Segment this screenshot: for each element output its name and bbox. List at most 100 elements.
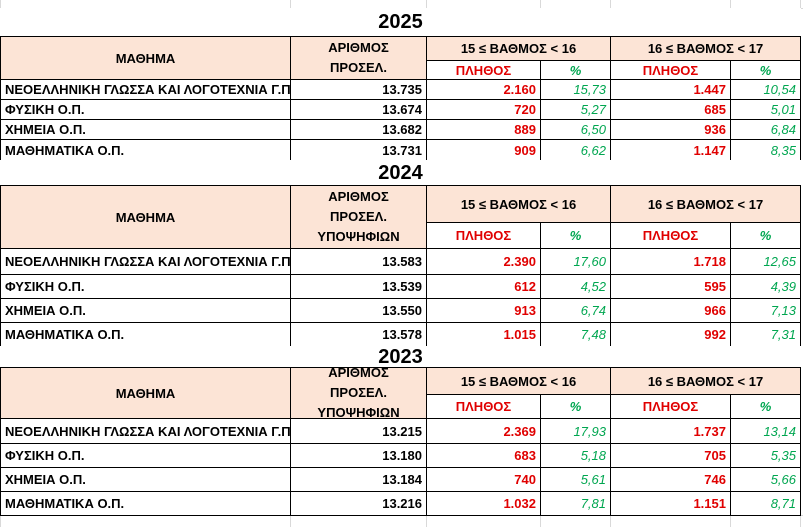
year-title: 2023 <box>0 346 801 368</box>
year-title: 2025 <box>0 8 801 37</box>
count: 909 <box>426 139 541 161</box>
header-count: ΠΛΗΘΟΣ <box>426 394 541 419</box>
applicants: 13.216 <box>290 491 427 516</box>
count: 683 <box>426 443 541 468</box>
count: 2.160 <box>426 79 541 100</box>
applicants: 13.731 <box>290 139 427 161</box>
count: 705 <box>610 443 731 468</box>
header-line: ΑΡΙΘΜΟΣ <box>328 189 389 204</box>
count: 936 <box>610 119 731 140</box>
header-percent: % <box>540 222 611 249</box>
header-count: ΠΛΗΘΟΣ <box>610 60 731 80</box>
applicants: 13.550 <box>290 298 427 323</box>
header-percent: % <box>730 60 801 80</box>
applicants: 13.682 <box>290 119 427 140</box>
subject: ΧΗΜΕΙΑ Ο.Π. <box>0 467 291 492</box>
percent: 4,52 <box>540 274 611 299</box>
header-range: 15 ≤ ΒΑΘΜΟΣ < 16 <box>426 367 611 395</box>
subject: ΝΕΟΕΛΛΗΝΙΚΗ ΓΛΩΣΣΑ ΚΑΙ ΛΟΓΟΤΕΧΝΙΑ Γ.Π. <box>0 248 291 275</box>
header-subject: ΜΑΘΗΜΑ <box>0 36 291 80</box>
header-range: 15 ≤ ΒΑΘΜΟΣ < 16 <box>426 185 611 223</box>
percent: 5,18 <box>540 443 611 468</box>
header-count: ΠΛΗΘΟΣ <box>426 60 541 80</box>
applicants: 13.184 <box>290 467 427 492</box>
applicants: 13.735 <box>290 79 427 100</box>
header-count: ΠΛΗΘΟΣ <box>610 222 731 249</box>
percent: 5,61 <box>540 467 611 492</box>
count: 1.737 <box>610 418 731 444</box>
subject: ΝΕΟΕΛΛΗΝΙΚΗ ΓΛΩΣΣΑ ΚΑΙ ΛΟΓΟΤΕΧΝΙΑ Γ.Π. <box>0 418 291 444</box>
count: 2.390 <box>426 248 541 275</box>
header-percent: % <box>730 394 801 419</box>
subject: ΜΑΘΗΜΑΤΙΚΑ Ο.Π. <box>0 322 291 347</box>
percent: 13,14 <box>730 418 801 444</box>
header-line: ΠΡΟΣΕΛ. <box>330 209 387 224</box>
percent: 5,01 <box>730 99 801 120</box>
count: 1.032 <box>426 491 541 516</box>
count: 720 <box>426 99 541 120</box>
count: 992 <box>610 322 731 347</box>
header-applicants: ΑΡΙΘΜΟΣ ΠΡΟΣΕΛ. <box>290 36 427 80</box>
percent: 17,93 <box>540 418 611 444</box>
applicants: 13.578 <box>290 322 427 347</box>
count: 1.447 <box>610 79 731 100</box>
header-range: 16 ≤ ΒΑΘΜΟΣ < 17 <box>610 367 801 395</box>
subject: ΜΑΘΗΜΑΤΙΚΑ Ο.Π. <box>0 491 291 516</box>
count: 1.718 <box>610 248 731 275</box>
count: 1.147 <box>610 139 731 161</box>
header-applicants: ΑΡΙΘΜΟΣ ΠΡΟΣΕΛ. ΥΠΟΨΗΦΙΩΝ <box>290 185 427 249</box>
percent: 12,65 <box>730 248 801 275</box>
year-title: 2024 <box>0 160 801 186</box>
percent: 7,13 <box>730 298 801 323</box>
header-line: ΥΠΟΨΗΦΙΩΝ <box>317 405 400 419</box>
header-range: 15 ≤ ΒΑΘΜΟΣ < 16 <box>426 36 611 61</box>
percent: 6,74 <box>540 298 611 323</box>
count: 746 <box>610 467 731 492</box>
header-count: ΠΛΗΘΟΣ <box>426 222 541 249</box>
header-count: ΠΛΗΘΟΣ <box>610 394 731 419</box>
header-line: ΠΡΟΣΕΛ. <box>330 385 387 400</box>
header-percent: % <box>730 222 801 249</box>
percent: 5,27 <box>540 99 611 120</box>
count: 889 <box>426 119 541 140</box>
count: 913 <box>426 298 541 323</box>
percent: 6,62 <box>540 139 611 161</box>
header-subject: ΜΑΘΗΜΑ <box>0 367 291 419</box>
header-line: ΥΠΟΨΗΦΙΩΝ <box>317 229 400 244</box>
count: 612 <box>426 274 541 299</box>
applicants: 13.180 <box>290 443 427 468</box>
percent: 8,35 <box>730 139 801 161</box>
subject: ΧΗΜΕΙΑ Ο.Π. <box>0 298 291 323</box>
header-line: ΠΡΟΣΕΛ. <box>330 60 387 75</box>
percent: 5,35 <box>730 443 801 468</box>
header-line: ΑΡΙΘΜΟΣ <box>328 367 389 380</box>
subject: ΦΥΣΙΚΗ Ο.Π. <box>0 274 291 299</box>
header-range: 16 ≤ ΒΑΘΜΟΣ < 17 <box>610 185 801 223</box>
percent: 17,60 <box>540 248 611 275</box>
applicants: 13.583 <box>290 248 427 275</box>
percent: 7,48 <box>540 322 611 347</box>
percent: 8,71 <box>730 491 801 516</box>
subject: ΜΑΘΗΜΑΤΙΚΑ Ο.Π. <box>0 139 291 161</box>
applicants: 13.215 <box>290 418 427 444</box>
header-subject: ΜΑΘΗΜΑ <box>0 185 291 249</box>
percent: 7,31 <box>730 322 801 347</box>
count: 2.369 <box>426 418 541 444</box>
percent: 6,84 <box>730 119 801 140</box>
count: 595 <box>610 274 731 299</box>
percent: 4,39 <box>730 274 801 299</box>
header-applicants: ΑΡΙΘΜΟΣ ΠΡΟΣΕΛ. ΥΠΟΨΗΦΙΩΝ <box>290 367 427 419</box>
percent: 15,73 <box>540 79 611 100</box>
header-line: ΑΡΙΘΜΟΣ <box>328 40 389 55</box>
subject: ΧΗΜΕΙΑ Ο.Π. <box>0 119 291 140</box>
applicants: 13.674 <box>290 99 427 120</box>
subject: ΦΥΣΙΚΗ Ο.Π. <box>0 443 291 468</box>
count: 740 <box>426 467 541 492</box>
count: 966 <box>610 298 731 323</box>
header-percent: % <box>540 394 611 419</box>
count: 1.151 <box>610 491 731 516</box>
percent: 5,66 <box>730 467 801 492</box>
subject: ΝΕΟΕΛΛΗΝΙΚΗ ΓΛΩΣΣΑ ΚΑΙ ΛΟΓΟΤΕΧΝΙΑ Γ.Π. <box>0 79 291 100</box>
count: 1.015 <box>426 322 541 347</box>
subject: ΦΥΣΙΚΗ Ο.Π. <box>0 99 291 120</box>
